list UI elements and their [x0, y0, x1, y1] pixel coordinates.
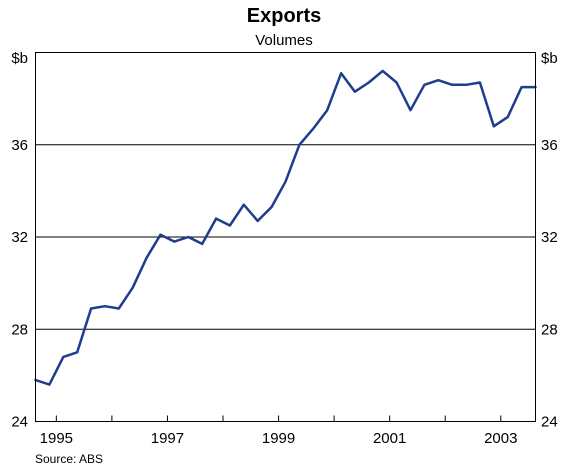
tick-labels: 24 24 28 28 32 32 36 36 1995 1997 1999 2001 2003 [11, 137, 557, 447]
gridlines [35, 144, 536, 330]
y-tick-label-right-36: 36 [541, 137, 558, 154]
plot-frame [35, 52, 536, 422]
x-tick-label-2003: 2003 [484, 430, 517, 447]
x-tick-label-1997: 1997 [151, 430, 184, 447]
series-line-0 [34, 69, 537, 386]
series-layer [34, 69, 537, 386]
source-note: Source: ABS [35, 452, 103, 466]
y-tick-label-left-28: 28 [11, 321, 28, 338]
y-tick-label-left-32: 32 [11, 229, 28, 246]
chart-title: Exports [247, 5, 321, 27]
x-tick-label-2001: 2001 [373, 430, 406, 447]
y-tick-label-left-36: 36 [11, 137, 28, 154]
chart-subtitle: Volumes [255, 32, 313, 49]
left-axis-unit: $b [11, 50, 28, 67]
y-tick-label-left-24: 24 [11, 414, 28, 431]
y-tick-label-right-28: 28 [541, 321, 558, 338]
y-tick-label-right-32: 32 [541, 229, 558, 246]
y-tick-label-right-24: 24 [541, 414, 558, 431]
right-axis-unit: $b [541, 50, 558, 67]
x-tick-label-1999: 1999 [262, 430, 295, 447]
x-tick-label-1995: 1995 [40, 430, 73, 447]
axis-ticks [55, 415, 502, 422]
